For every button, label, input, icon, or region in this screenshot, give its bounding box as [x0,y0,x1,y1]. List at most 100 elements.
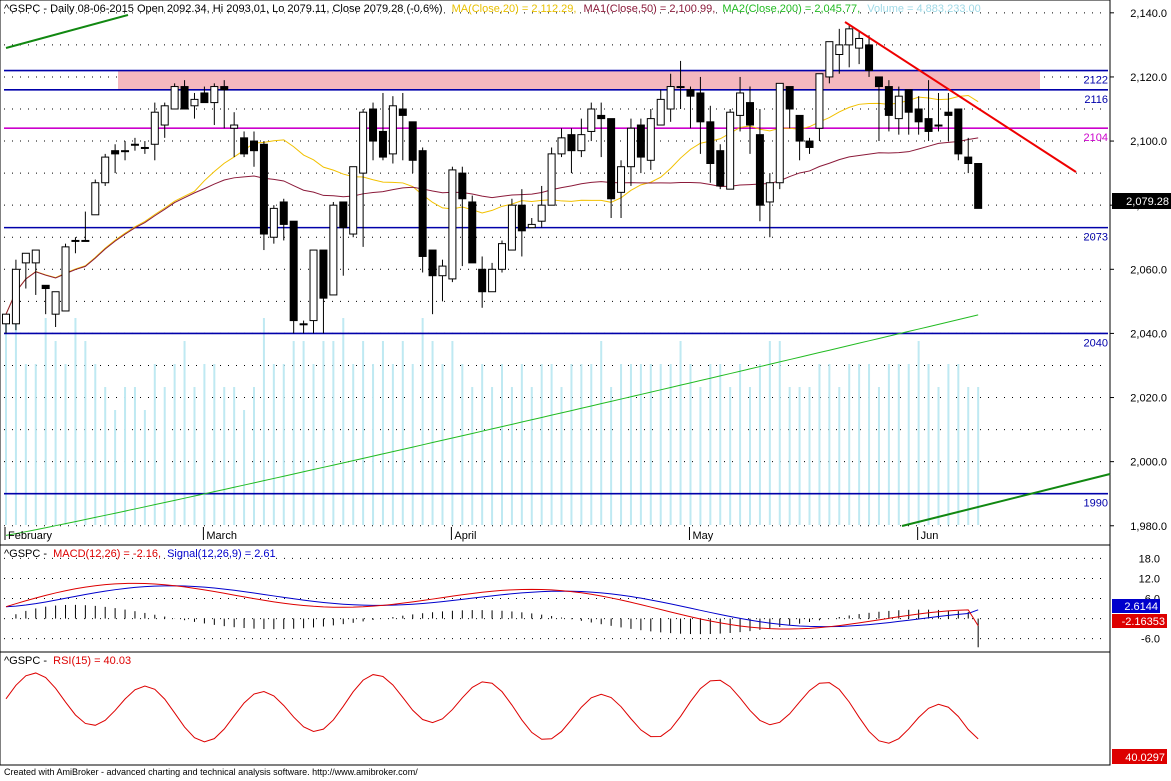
volume-bar [54,341,57,525]
volume-bar [441,364,444,525]
y-tick-label: 2,000.0 [1130,457,1167,469]
volume-bar [927,364,930,525]
candle-down [746,102,754,126]
candle-down [597,114,606,120]
volume-bar [590,364,593,525]
volume-bar [570,364,573,525]
candle-up [150,111,159,145]
macd-header: ^GSPC - MACD(12,26) = -2.16, Signal(12,2… [4,548,276,560]
macd-tick-label: 18.0 [1139,553,1160,565]
candle-down [339,201,348,229]
downtrend-line [844,21,1077,173]
candle-down [964,156,973,165]
macd-value-box [1112,614,1167,628]
volume-bar [689,364,692,525]
candle-down [378,130,387,158]
candle-up [765,182,774,203]
candle-down [180,86,189,110]
candle-up [230,124,239,129]
volume-bar [858,364,861,525]
candle-down [607,118,616,200]
candle-down [785,86,794,110]
rsi-value-box [1112,749,1167,764]
volume-bar [719,364,722,525]
candle-up [656,98,665,126]
candle-down [517,204,526,232]
candle-down [418,150,427,257]
candle-up [140,146,149,149]
volume-bar [967,387,970,525]
trend-lines [5,14,1111,527]
volume-bar [629,364,632,525]
ma200-label: MA2(Close,200) = 2,045.77, [722,3,860,15]
volume-bar [391,364,394,525]
candle-down [974,163,983,209]
candle-up [388,105,397,155]
volume-bar [749,387,751,525]
last-price-box [1112,193,1171,209]
candle-down [865,44,874,72]
candle-down [874,76,883,88]
macd-tick-label: 12.0 [1139,573,1160,585]
volume-bar [292,341,295,525]
candle-up [160,105,169,126]
volume-bar [153,364,156,525]
candlesticks [2,25,983,334]
candle-down [200,92,209,104]
volume-bar [887,364,890,525]
volume-bar [659,364,662,525]
rsi-header: ^GSPC - RSI(15) = 40.03 [4,655,131,667]
footer-credit: Created with AmiBroker - advanced charti… [4,767,418,777]
candle-down [567,134,576,152]
candle-up [894,95,903,120]
volume-bar [312,364,315,525]
candle-up [31,249,40,264]
y-tick-label: 1,980.0 [1130,521,1167,533]
volume-bar [877,387,880,525]
volume-bar [540,364,543,525]
volume-bar [302,341,305,525]
candle-up [130,143,139,146]
candle-down [240,137,249,155]
volume-bar [74,318,77,525]
macd-panel-frame [0,544,1111,653]
volume-bar [104,387,107,525]
candle-up [815,73,824,129]
volume-bar [639,364,642,525]
volume-bar [610,387,613,525]
rsi-line [5,672,979,744]
month-label: Jun [921,530,939,542]
candle-up [210,86,219,104]
candle-down [954,108,963,155]
candle-up [51,291,60,315]
candle-down [914,108,923,123]
level-label: 2104 [1084,132,1108,144]
candle-down [924,118,933,132]
volume-bar [272,364,275,525]
volume-bar [34,364,37,525]
volume-bar [699,387,702,525]
volume-bar [481,364,484,525]
level-label: 2073 [1084,232,1108,244]
symbol-info: ^GSPC - Daily 08-06-2015 Open 2092.34, H… [4,3,443,15]
candle-down [944,111,953,116]
candle-down [289,220,298,322]
ma50-line [5,137,979,315]
candle-up [855,37,864,49]
y-tick-label: 2,100.0 [1130,136,1167,148]
candle-down [805,140,814,148]
volume-bar [421,318,424,525]
candle-down [41,284,50,290]
candle-up [646,118,655,161]
volume-bar [322,341,325,525]
candle-down [220,86,229,91]
candle-up [726,111,735,190]
candle-down [111,150,120,155]
candle-down [428,249,437,277]
candle-up [736,92,745,116]
candle-up [2,313,10,325]
macd-line [5,582,979,630]
volume-bar [580,364,583,525]
candle-up [170,86,179,110]
